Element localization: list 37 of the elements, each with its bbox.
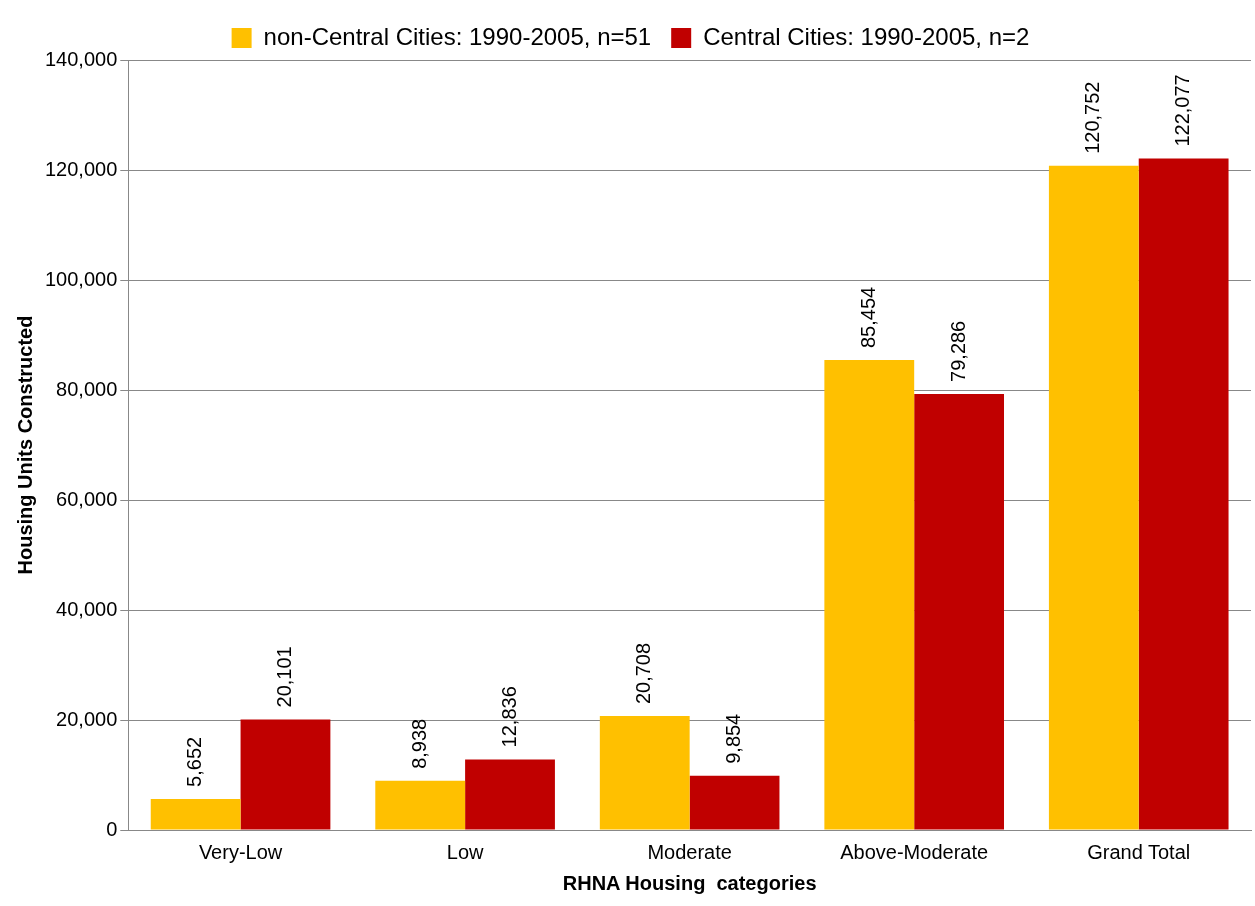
y-tick-label: 0 [106,817,118,840]
data-label: 5,652 [183,736,206,787]
data-label: 122,077 [1171,74,1194,147]
x-tick-label: Above-Moderate [840,840,989,863]
bar [465,759,555,830]
legend-label: non-Central Cities: 1990-2005, n=51 [263,22,652,50]
y-tick-label: 120,000 [45,157,118,180]
bar [1048,165,1139,830]
y-tick-label: 100,000 [45,267,118,290]
x-tick-label: Very-Low [198,840,283,863]
y-tick-label: 60,000 [56,487,118,510]
x-tick-label: Moderate [647,840,732,863]
y-tick-label: 20,000 [56,707,118,730]
y-axis-title: Housing Units Constructed [13,315,36,575]
bar [240,719,331,830]
bar [599,716,690,830]
bar [375,780,466,830]
x-tick-label: Low [446,840,484,863]
data-label: 79,286 [946,320,969,382]
data-label: 20,708 [632,642,655,705]
x-tick-label: Grand Total [1087,840,1191,863]
y-tick-label: 40,000 [56,597,118,620]
data-label: 8,938 [407,718,430,769]
y-tick-label: 80,000 [56,377,118,400]
x-axis-title: RHNA Housing categories [562,871,817,894]
bar [914,393,1005,830]
bar [150,798,241,830]
bar [1138,158,1229,830]
data-label: 85,454 [856,286,879,348]
bar [689,775,780,830]
data-label: 9,854 [722,713,745,764]
y-tick-label: 140,000 [45,47,118,70]
legend-label: Central Cities: 1990-2005, n=2 [703,22,1030,50]
data-label: 12,836 [497,686,520,748]
data-label: 120,752 [1081,81,1104,154]
data-label: 20,101 [272,646,295,708]
bar [824,360,915,830]
